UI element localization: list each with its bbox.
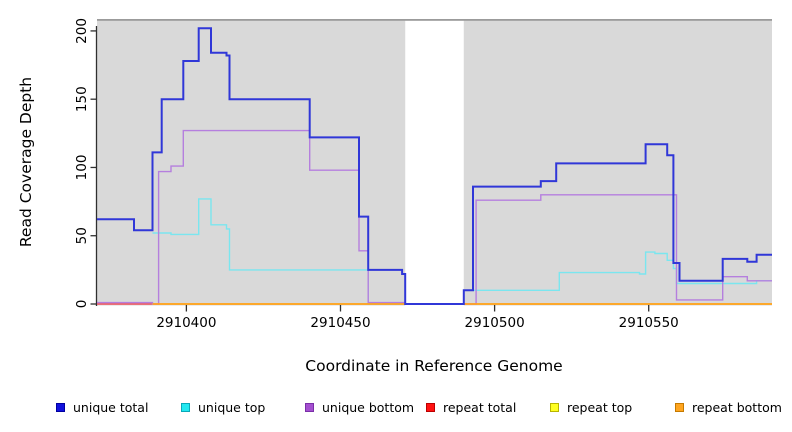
legend-item-unique-bottom: unique bottom	[305, 399, 415, 415]
legend-item-unique-total: unique total	[56, 399, 149, 415]
panel-top-border	[97, 19, 772, 21]
y-tick-label: 200	[74, 18, 90, 44]
legend: unique total unique top unique bottom repea…	[0, 0, 792, 415]
series-line-unique-top	[152, 198, 772, 305]
legend-label: repeat total	[443, 399, 517, 415]
x-tick-label: 2910550	[619, 315, 679, 331]
legend-swatch-icon	[550, 402, 559, 412]
x-tick-label: 2910450	[310, 315, 370, 331]
legend-item-unique-top: unique top	[181, 399, 266, 415]
legend-item-repeat-top: repeat top	[550, 399, 633, 415]
legend-item-repeat-total: repeat total	[426, 399, 517, 415]
y-tick-label: 0	[74, 300, 90, 309]
legend-swatch-icon	[181, 402, 190, 412]
legend-label: repeat top	[567, 399, 633, 415]
y-axis-title: Read Coverage Depth	[17, 76, 35, 248]
legend-label: repeat bottom	[692, 399, 782, 415]
series-line-unique-bottom	[97, 129, 772, 305]
legend-swatch-icon	[426, 402, 435, 412]
x-tick-label: 2910500	[465, 315, 525, 331]
legend-swatch-icon	[56, 402, 65, 412]
y-tick-label: 100	[74, 155, 90, 181]
x-axis-title: Coordinate in Reference Genome	[305, 357, 563, 375]
legend-label: unique top	[198, 399, 266, 415]
legend-label: unique bottom	[322, 399, 415, 415]
legend-swatch-icon	[305, 402, 314, 412]
x-tick-label: 2910400	[156, 315, 216, 331]
legend-item-repeat-bottom: repeat bottom	[675, 399, 782, 415]
y-tick-label: 150	[74, 86, 90, 112]
series-line-unique-total	[97, 27, 772, 305]
legend-swatch-icon	[675, 402, 684, 412]
y-tick-label: 50	[74, 227, 90, 244]
legend-label: unique total	[73, 399, 149, 415]
plot-panel	[97, 19, 406, 306]
